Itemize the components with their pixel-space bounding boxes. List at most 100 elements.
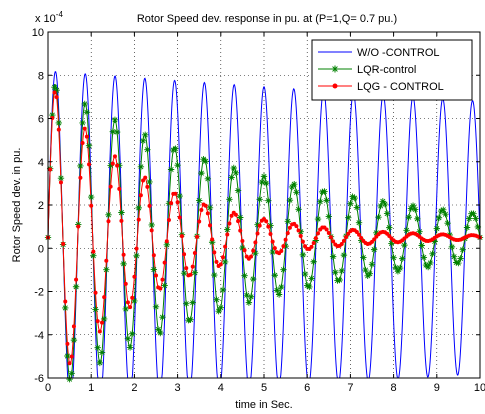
series-marker bbox=[252, 250, 259, 257]
series-marker bbox=[199, 208, 204, 213]
series-marker bbox=[429, 250, 436, 257]
series-marker bbox=[338, 267, 345, 275]
series-marker bbox=[355, 219, 363, 226]
series-marker bbox=[326, 231, 331, 236]
series-marker bbox=[212, 250, 217, 255]
series-marker bbox=[117, 186, 122, 191]
legend-marker bbox=[332, 83, 338, 89]
x-tick-label: 9 bbox=[434, 382, 440, 394]
series-marker bbox=[237, 214, 244, 221]
series-marker bbox=[152, 303, 160, 311]
series-marker bbox=[291, 181, 298, 188]
x-tick-label: 10 bbox=[474, 382, 485, 394]
series-marker bbox=[161, 282, 168, 289]
series-marker bbox=[353, 204, 361, 211]
series-marker bbox=[281, 244, 286, 249]
series-marker bbox=[243, 291, 250, 299]
series-marker bbox=[345, 214, 352, 221]
series-marker bbox=[466, 215, 473, 222]
series-marker bbox=[298, 234, 303, 239]
series-marker bbox=[54, 95, 59, 100]
series-marker bbox=[444, 220, 451, 227]
series-marker bbox=[314, 215, 322, 223]
series-marker bbox=[472, 215, 479, 222]
series-marker bbox=[170, 146, 177, 154]
series-marker bbox=[306, 283, 313, 291]
series-marker bbox=[453, 259, 460, 266]
series-marker bbox=[53, 87, 60, 94]
series-marker bbox=[162, 260, 167, 265]
series-marker bbox=[176, 192, 183, 200]
series-marker bbox=[158, 286, 163, 291]
series-marker bbox=[279, 249, 284, 254]
series-marker bbox=[198, 169, 205, 177]
series-marker bbox=[202, 158, 209, 165]
series-marker bbox=[151, 253, 156, 258]
series-marker bbox=[63, 299, 68, 304]
series-marker bbox=[325, 213, 332, 220]
series-marker bbox=[392, 264, 399, 271]
series-marker bbox=[219, 286, 227, 294]
y-tick-label: 8 bbox=[38, 70, 44, 82]
series-marker bbox=[149, 228, 154, 233]
series-marker bbox=[412, 206, 419, 213]
series-marker bbox=[165, 200, 173, 207]
series-marker bbox=[394, 268, 402, 275]
series-marker bbox=[301, 270, 309, 278]
series-marker bbox=[230, 164, 237, 172]
series-marker bbox=[57, 175, 65, 182]
series-marker bbox=[390, 254, 397, 261]
series-marker bbox=[154, 273, 158, 278]
legend-label: LQR-control bbox=[357, 64, 416, 76]
series-marker bbox=[134, 246, 139, 251]
series-marker bbox=[142, 131, 149, 139]
series-marker bbox=[223, 244, 228, 249]
x-tick-label: 6 bbox=[304, 382, 310, 394]
series-marker bbox=[357, 232, 362, 237]
series-marker bbox=[228, 174, 235, 181]
series-marker bbox=[169, 201, 174, 206]
series-marker bbox=[110, 161, 115, 166]
series-marker bbox=[148, 221, 155, 229]
series-marker bbox=[167, 166, 175, 173]
y-tick-label: -4 bbox=[34, 330, 44, 342]
series-marker bbox=[203, 203, 208, 208]
series-marker bbox=[266, 224, 271, 229]
y-tick-label: 2 bbox=[38, 200, 44, 212]
series-marker bbox=[145, 184, 150, 189]
series-marker bbox=[205, 211, 210, 216]
series-marker bbox=[283, 237, 288, 242]
x-tick-label: 1 bbox=[88, 382, 94, 394]
x-tick-label: 5 bbox=[261, 382, 267, 394]
series-marker bbox=[108, 184, 113, 189]
series-marker bbox=[88, 193, 95, 201]
series-marker bbox=[119, 218, 124, 223]
series-marker bbox=[268, 231, 273, 236]
series-marker bbox=[359, 235, 364, 240]
series-marker bbox=[257, 223, 262, 228]
series-marker bbox=[105, 211, 112, 218]
series-marker bbox=[185, 317, 192, 324]
series-marker bbox=[414, 215, 421, 222]
series-marker bbox=[282, 242, 289, 250]
series-marker bbox=[379, 198, 386, 205]
series-marker bbox=[245, 299, 253, 306]
series-marker bbox=[420, 254, 428, 261]
series-marker bbox=[135, 204, 142, 212]
series-marker bbox=[403, 227, 410, 234]
series-marker bbox=[69, 354, 74, 359]
series-marker bbox=[405, 214, 412, 221]
y-multiplier-base: x 10 bbox=[35, 13, 56, 25]
series-marker bbox=[251, 248, 256, 253]
series-marker bbox=[130, 295, 135, 300]
legend-label: W/O -CONTROL bbox=[357, 47, 440, 59]
series-marker bbox=[321, 188, 328, 195]
series-marker bbox=[183, 300, 190, 307]
series-marker bbox=[131, 297, 138, 305]
series-marker bbox=[286, 196, 294, 204]
series-marker bbox=[66, 376, 73, 383]
series-marker bbox=[81, 100, 88, 108]
series-marker bbox=[189, 299, 196, 306]
series-marker bbox=[78, 175, 83, 180]
